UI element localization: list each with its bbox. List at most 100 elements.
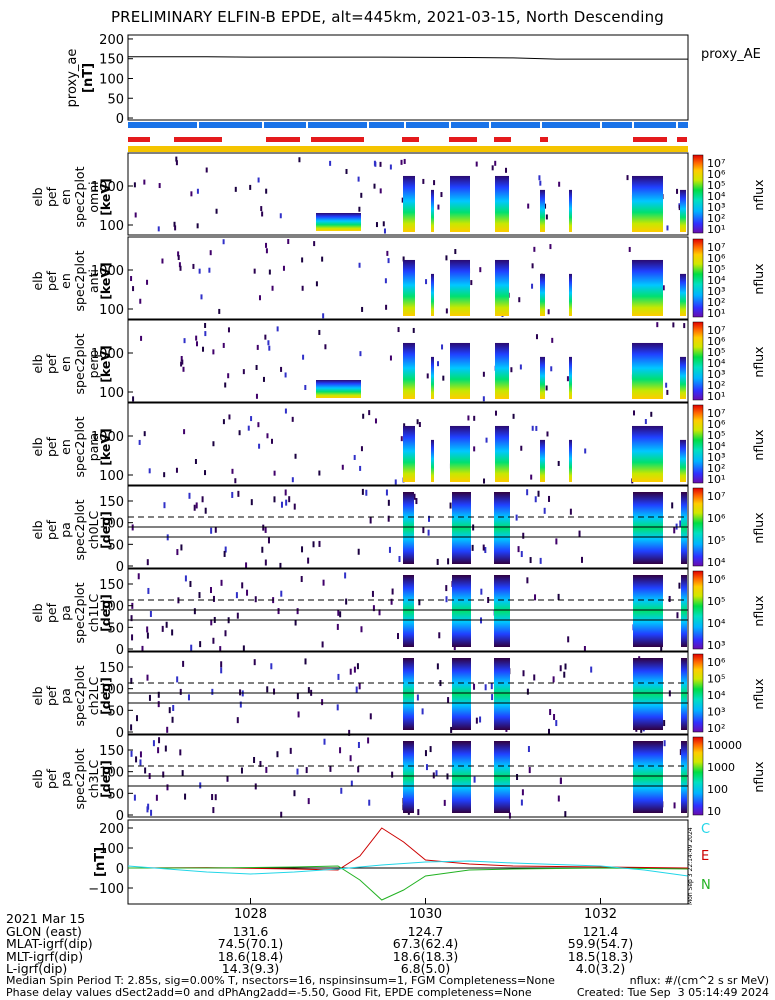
noise-pixel (257, 177, 260, 183)
noise-pixel (387, 515, 390, 522)
panel-ylabel: ch1LC (86, 594, 101, 633)
colorbar-tick-label: 10⁴ (707, 556, 726, 569)
proxy-ae-line (128, 56, 688, 60)
noise-pixel (389, 164, 392, 170)
panel-ylabel: en (58, 356, 73, 372)
noise-pixel (683, 323, 686, 329)
noise-pixel (471, 544, 474, 551)
noise-pixel (491, 165, 494, 171)
noise-pixel (236, 612, 239, 619)
colorbar-tick-label: 10⁴ (707, 617, 726, 630)
noise-pixel (242, 369, 245, 375)
noise-pixel (665, 382, 668, 388)
flux-block (681, 658, 687, 730)
noise-pixel (425, 764, 428, 771)
noise-pixel (279, 213, 282, 219)
noise-pixel (401, 197, 404, 203)
noise-pixel (226, 775, 229, 782)
flux-block (495, 259, 509, 316)
noise-pixel (403, 423, 406, 429)
y-tick-label: 0 (116, 560, 124, 575)
noise-pixel (473, 776, 476, 783)
noise-pixel (547, 309, 550, 315)
panel-ylabel: para (86, 433, 101, 461)
y-tick-label: 100 (99, 842, 124, 857)
mag-series-C (127, 860, 689, 877)
noise-pixel (198, 268, 201, 274)
noise-pixel (166, 726, 169, 733)
noise-pixel (549, 709, 552, 716)
noise-pixel (445, 596, 448, 603)
mag-ylabel: [nT] (93, 847, 108, 877)
colorbar (692, 736, 704, 816)
noise-pixel (259, 760, 262, 767)
noise-pixel (447, 697, 450, 704)
noise-pixel (210, 619, 213, 626)
noise-pixel (302, 354, 305, 360)
noise-pixel (382, 221, 385, 227)
region-bars (128, 121, 688, 152)
flux-block (403, 175, 415, 232)
noise-pixel (521, 789, 524, 796)
noise-pixel (558, 181, 561, 187)
noise-pixel (130, 276, 133, 282)
noise-pixel (400, 159, 403, 165)
noise-pixel (261, 546, 264, 553)
noise-pixel (473, 415, 476, 421)
noise-pixel (672, 322, 675, 328)
noise-pixel (353, 666, 356, 673)
panel-ylabel: [keV] (98, 262, 113, 300)
noise-pixel (182, 366, 185, 372)
noise-pixel (482, 544, 485, 551)
noise-pixel (349, 668, 352, 675)
noise-pixel (171, 716, 174, 723)
noise-pixel (209, 587, 212, 594)
noise-pixel (172, 704, 175, 711)
noise-pixel (357, 741, 360, 748)
flux-block (403, 658, 414, 730)
noise-pixel (673, 527, 676, 534)
colorbar-tick-label: 10² (707, 462, 725, 475)
noise-pixel (475, 161, 478, 167)
noise-pixel (531, 425, 534, 431)
panel-ylabel: [keV] (98, 178, 113, 216)
noise-pixel (294, 453, 297, 459)
panel-ylabel: elb (30, 271, 45, 290)
noise-pixel (526, 489, 529, 496)
noise-pixel (296, 693, 299, 700)
noise-pixel (284, 372, 287, 378)
noise-pixel (449, 502, 452, 509)
panel-ylabel: elb (30, 437, 45, 456)
panel-ylabel: elb (30, 354, 45, 373)
y-tick-label: 0 (116, 862, 124, 877)
ephemeris-value: 59.9(54.7) (567, 936, 634, 951)
noise-pixel (144, 767, 147, 774)
flux-block (403, 492, 414, 564)
noise-pixel (321, 256, 324, 262)
mag-series-N (128, 865, 689, 901)
noise-pixel (219, 646, 222, 653)
noise-pixel (307, 798, 310, 805)
colorbar-tick-label: 10⁶ (707, 168, 726, 181)
noise-pixel (176, 676, 179, 683)
noise-pixel (480, 588, 483, 595)
noise-pixel (223, 550, 226, 557)
noise-pixel (339, 611, 342, 618)
noise-pixel (369, 517, 372, 524)
noise-pixel (531, 263, 534, 269)
noise-pixel (307, 557, 310, 564)
colorbar-tick-label: 10³ (707, 285, 725, 298)
noise-pixel (383, 228, 386, 234)
noise-pixel (522, 532, 525, 539)
flux-block (680, 439, 686, 482)
colorbar-tick-label: 10000 (707, 739, 742, 752)
panel-ylabel: [deg] (98, 760, 113, 798)
noise-pixel (374, 418, 377, 424)
colorbar-tick-label: 10⁷ (707, 407, 725, 420)
noise-pixel (533, 246, 536, 252)
panel-ylabel: en (58, 439, 73, 455)
noise-pixel (668, 595, 671, 602)
noise-pixel (548, 728, 551, 735)
noise-pixel (171, 629, 174, 636)
